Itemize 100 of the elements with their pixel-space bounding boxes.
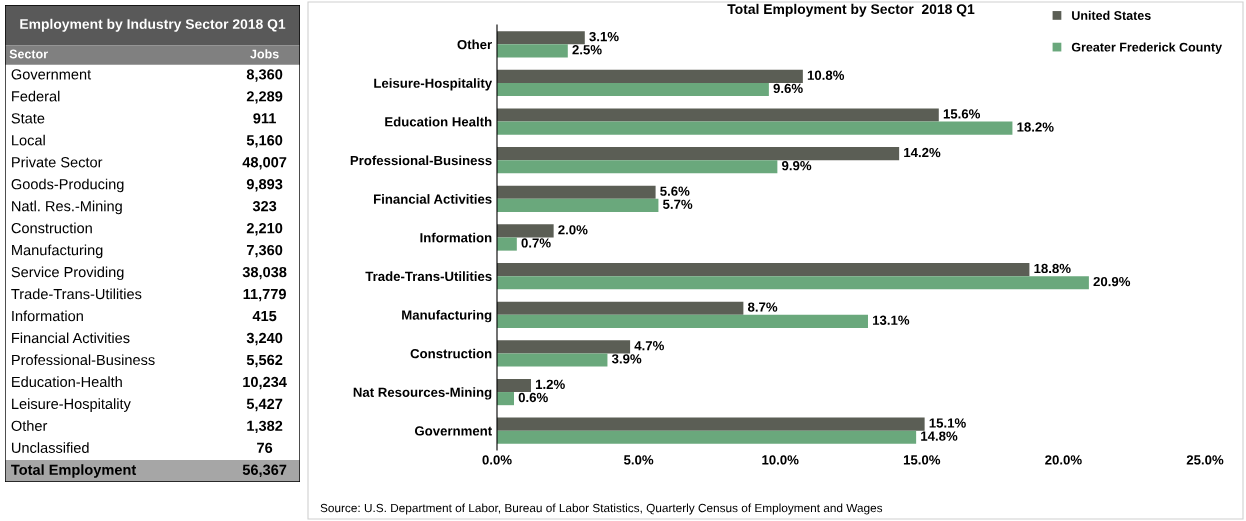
text: 48,007: [242, 157, 287, 170]
y-tick-label: Other: [457, 39, 492, 50]
data-label: 9.6%: [773, 83, 803, 94]
category-label: Unclassified: [12, 442, 89, 453]
bar: [497, 417, 925, 431]
data-label: 18.2%: [1017, 122, 1054, 132]
data-label: 10.8%: [807, 70, 845, 80]
y-tick-label: Manufacturing: [402, 309, 492, 323]
data-label: 15.1%: [929, 418, 966, 428]
text: Jobs: [250, 49, 279, 59]
category-label: Other: [11, 420, 48, 431]
bar: [497, 198, 659, 212]
bar: [497, 44, 568, 58]
data-label: 14.2%: [904, 147, 941, 158]
text: 911: [253, 113, 276, 124]
category-label: Trade-Trans-Utilities: [11, 288, 142, 300]
y-tick-label: Information: [420, 232, 492, 243]
bar: [497, 69, 803, 83]
data-label: 20.9%: [1093, 276, 1131, 287]
bar: [497, 392, 514, 406]
text: 8,360: [246, 69, 283, 82]
data-label: 0.7%: [521, 238, 551, 248]
category-label: Manufacturing: [12, 244, 103, 259]
bar: [497, 353, 608, 367]
text: 10,234: [243, 376, 287, 390]
text: 2,210: [246, 222, 283, 236]
text: Employment by Industry Sector 2018 Q1: [20, 18, 286, 32]
text: 76: [257, 442, 273, 453]
bar: [497, 378, 531, 393]
legend-label: United States: [1072, 10, 1151, 20]
category-label: Financial Activities: [12, 332, 130, 344]
bar: [497, 224, 554, 238]
text: 38,038: [242, 266, 287, 280]
bar: [497, 301, 744, 315]
category-label: Service Providing: [11, 266, 124, 281]
bar: [497, 82, 769, 97]
category-label: Education-Health: [12, 376, 122, 388]
bar: [497, 31, 585, 45]
bar: [497, 340, 631, 354]
data-label: 3.1%: [589, 31, 619, 42]
category-label: Federal: [12, 90, 60, 102]
data-label: 4.7%: [634, 341, 664, 351]
text: 415: [252, 310, 277, 322]
bar: [497, 314, 868, 328]
text: 56,367: [242, 464, 287, 478]
data-label: 5.7%: [663, 199, 693, 209]
data-label: 8.7%: [747, 302, 778, 312]
x-tick-label: 25.0%: [1186, 455, 1224, 465]
text: 9,893: [246, 179, 283, 192]
x-tick-label: 10.0%: [762, 455, 799, 465]
data-label: 18.8%: [1034, 263, 1071, 274]
x-tick-label: 0.0%: [482, 455, 512, 465]
text: 323: [252, 201, 277, 212]
bar: [497, 160, 778, 174]
bar: [497, 121, 1013, 135]
bar: [497, 108, 939, 122]
category-label: Natl. Res.-Mining: [12, 200, 122, 215]
category-label: Construction: [11, 222, 92, 234]
category-label: Leisure-Hospitality: [12, 398, 131, 412]
category-label: Government: [11, 69, 92, 80]
y-tick-label: Professional-Business: [350, 155, 492, 166]
x-tick-label: 20.0%: [1045, 455, 1082, 465]
text: Sector: [9, 49, 48, 59]
x-tick-label: 15.0%: [903, 455, 941, 465]
y-tick-label: Leisure-Hospitality: [374, 78, 493, 91]
data-label: 14.8%: [921, 431, 958, 441]
text: 5,427: [246, 398, 283, 412]
data-label: 15.6%: [943, 109, 981, 119]
x-tick-label: 5.0%: [623, 455, 654, 465]
y-tick-label: Trade-Trans-Utilities: [365, 271, 492, 282]
y-tick-label: Construction: [410, 348, 492, 359]
bar: [497, 276, 1089, 290]
text: 11,779: [243, 288, 286, 302]
legend-label: Greater Frederick County: [1071, 42, 1223, 55]
y-tick-label: Education Health: [385, 116, 492, 127]
bar: [497, 185, 656, 199]
text: 7,360: [246, 244, 283, 258]
data-label: 13.1%: [872, 315, 910, 325]
category-label: Local: [12, 134, 45, 146]
data-label: 9.9%: [781, 160, 812, 171]
source-note: Source: U.S. Department of Labor, Bureau of Labor Statistics, Quarterly Census of Employment and Wages: [320, 503, 883, 515]
data-label: 2.0%: [558, 225, 588, 235]
data-label: 3.9%: [611, 354, 642, 364]
y-tick-label: Government: [414, 426, 492, 436]
data-label: 1.2%: [535, 379, 565, 389]
text: 2,289: [246, 91, 283, 104]
category-label: Information: [12, 310, 83, 322]
bar: [497, 147, 900, 161]
category-label: Professional-Business: [12, 354, 155, 366]
text: 5,160: [246, 135, 283, 148]
bar: [497, 430, 917, 444]
category-label: Goods-Producing: [11, 178, 124, 193]
category-label: Total Employment: [11, 464, 137, 478]
text: 1,382: [247, 420, 283, 434]
data-label: 0.6%: [518, 392, 548, 403]
data-label: 5.6%: [660, 186, 690, 196]
category-label: Private Sector: [12, 156, 103, 168]
bar: [497, 237, 517, 251]
data-label: 2.5%: [572, 45, 602, 55]
text: 5,562: [246, 354, 283, 368]
